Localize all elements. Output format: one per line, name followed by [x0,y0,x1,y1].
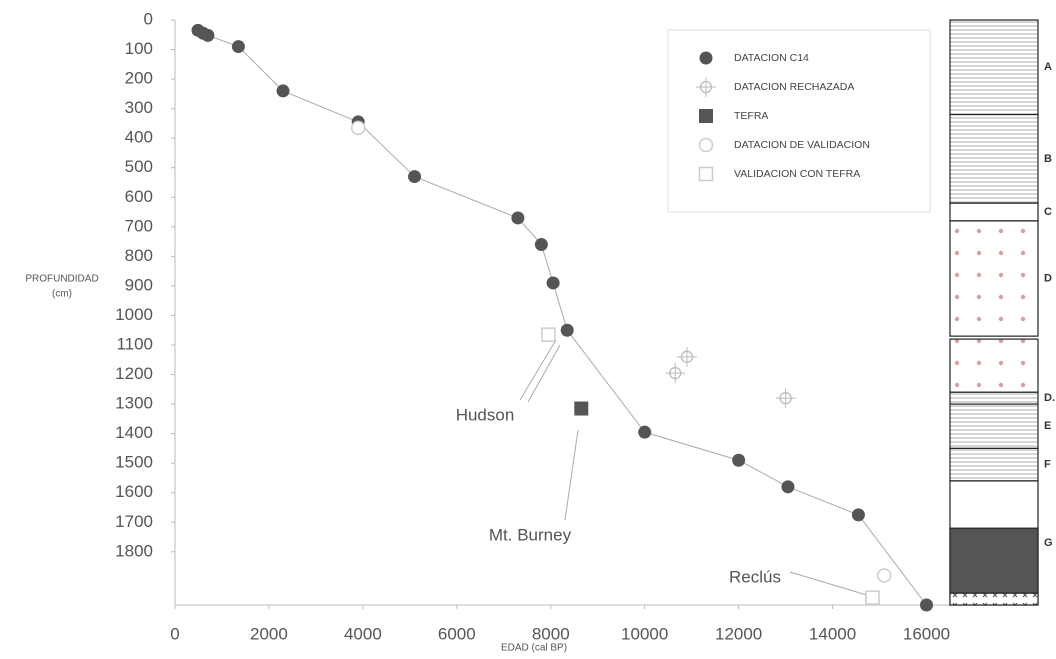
x-tick-label: 10000 [621,624,668,643]
y-tick-label: 1600 [115,482,153,501]
y-tick-label: 1400 [115,423,153,442]
arrow [520,340,556,400]
stratum-label: C [1044,206,1052,218]
stratum [950,203,1038,221]
point [638,426,651,439]
point [677,347,697,367]
y-tick-label: 400 [125,128,153,147]
y-tick-label: 900 [125,275,153,294]
point [732,454,745,467]
point [878,569,891,582]
point [574,402,588,416]
chart: PROFUNDIDAD (cm) EDAD (cal BP) Hudson Mt… [0,0,1056,659]
point-cross [665,363,685,383]
point [852,508,865,521]
x-tick-label: 2000 [250,624,288,643]
point [232,40,245,53]
point-cross [776,388,796,408]
y-tick-label: 300 [125,98,153,117]
y-tick-label: 500 [125,157,153,176]
stratum-label: B [1044,153,1052,165]
arrow [565,430,578,520]
annotation: Reclús [729,567,781,586]
point-cross [677,347,697,367]
point [535,238,548,251]
y-tick-label: 800 [125,246,153,265]
legend-marker [700,52,713,65]
y-tick-label: 700 [125,216,153,235]
x-tick-label: 4000 [344,624,382,643]
y-tick-label: 1200 [115,364,153,383]
stratum [950,593,1038,605]
y-tick-label: 100 [125,39,153,58]
point [561,324,574,337]
stratum [950,339,1038,392]
point [277,84,290,97]
arrow [528,345,560,402]
stratum-label: G [1044,537,1053,549]
legend-label: DATACION C14 [734,52,809,64]
stratum [950,115,1038,204]
y-axis-label: (cm) [52,289,72,300]
x-tick-label: 0 [170,624,179,643]
stratum [950,448,1038,481]
x-tick-label: 16000 [903,624,950,643]
stratum [950,528,1038,593]
legend-label: TEFRA [734,110,768,122]
point [866,591,879,604]
y-tick-label: 600 [125,187,153,206]
annotations [520,340,870,596]
y-tick-label: 1000 [115,305,153,324]
point [920,599,933,612]
point [408,170,421,183]
annotation: Mt. Burney [489,525,572,544]
y-tick-label: 1100 [116,334,153,353]
x-tick-label: 8000 [532,624,570,643]
legend-label: DATACION RECHAZADA [734,81,854,93]
y-tick-label: 200 [125,69,153,88]
x-tick-label: 12000 [715,624,762,643]
y-tick-label: 1800 [115,541,153,560]
stratum-label: D [1044,272,1052,284]
point [201,29,214,42]
stratum-label: F [1044,459,1051,471]
y-tick-label: 1700 [115,512,153,531]
stratum-label: A [1044,61,1052,73]
arrow [790,572,870,596]
point [665,363,685,383]
legend-label: VALIDACION CON TEFRA [734,168,860,180]
x-tick-label: 14000 [809,624,856,643]
y-tick-label: 0 [144,9,153,28]
stratum [950,404,1038,448]
x-axis-label: EDAD (cal BP) [501,643,567,654]
point [547,276,560,289]
point [352,121,365,134]
point [511,211,524,224]
legend-marker [700,168,713,181]
x-tick-label: 6000 [438,624,476,643]
legend-label: DATACION DE VALIDACION [734,139,870,151]
point [542,328,555,341]
stratum [950,392,1038,404]
annotation: Hudson [456,405,515,424]
y-tick-label: 1500 [115,453,153,472]
point [781,480,794,493]
legend-marker [699,109,713,123]
point [776,388,796,408]
y-tick-label: 1300 [115,394,153,413]
stratum-label: E [1044,420,1051,432]
stratum [950,221,1038,336]
y-axis-label: PROFUNDIDAD [25,274,98,285]
legend-marker [700,139,713,152]
stratum [950,20,1038,115]
stratum-label: D. [1044,392,1055,404]
